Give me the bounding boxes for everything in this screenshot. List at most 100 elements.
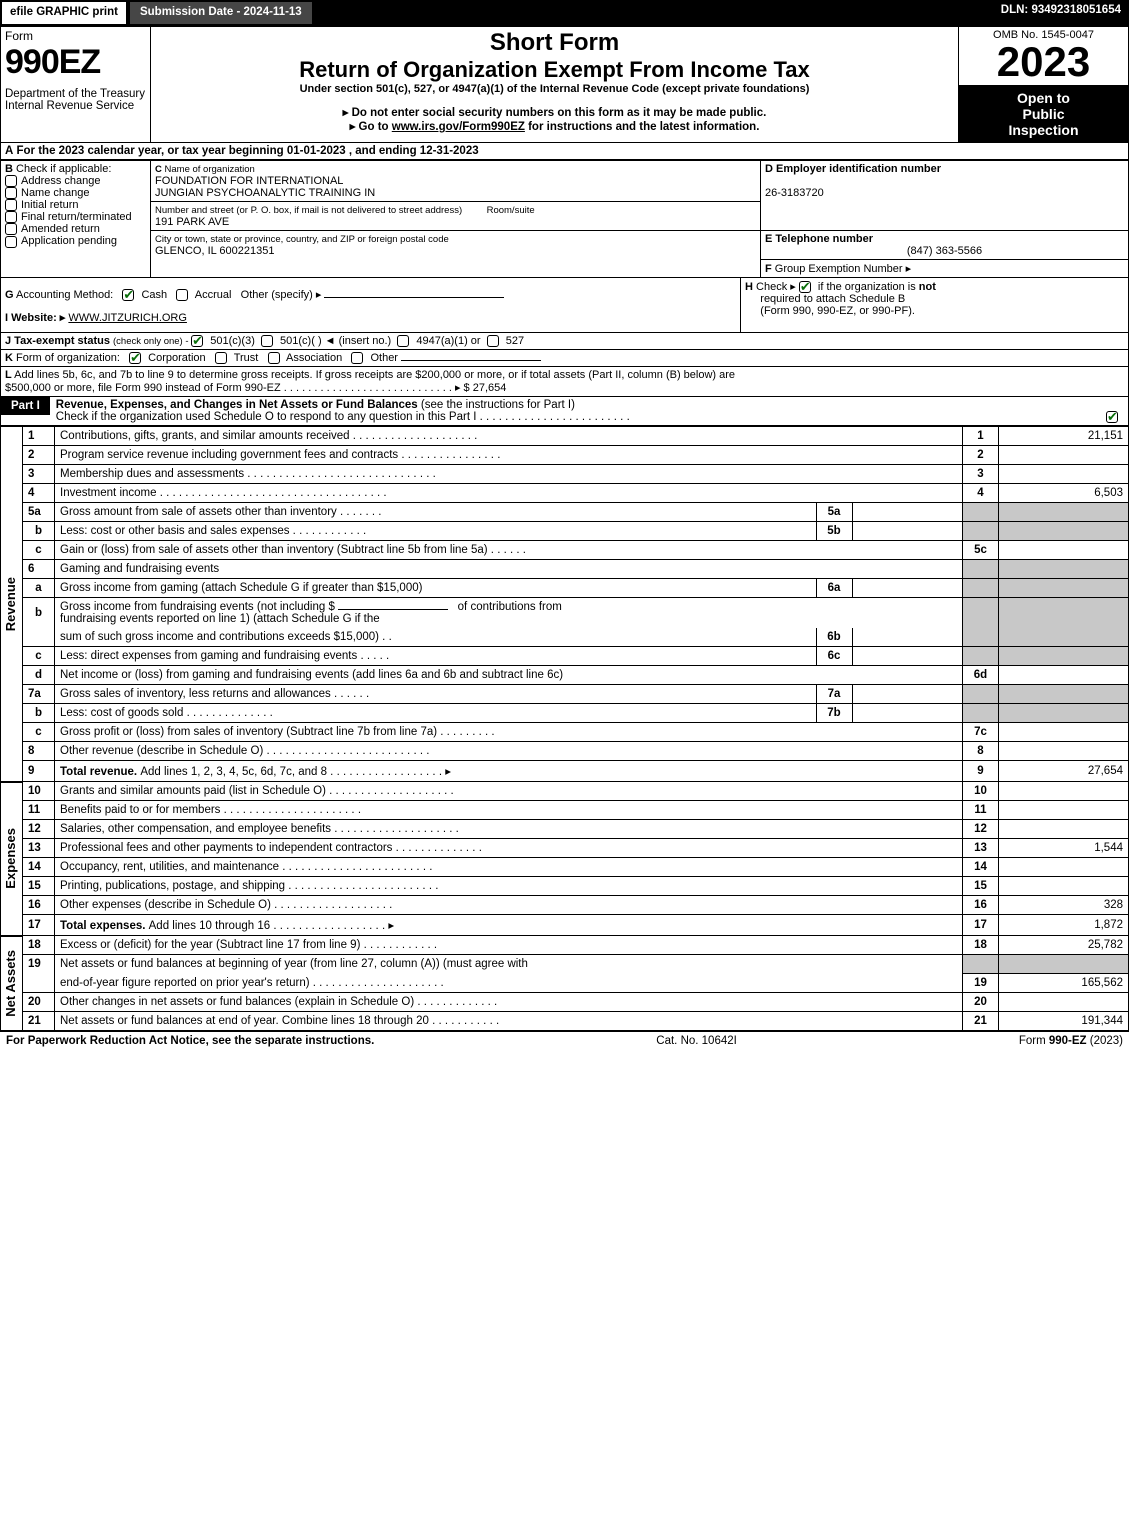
other-org-checkbox[interactable] [351,352,363,364]
no-ssn-warning: ▸ Do not enter social security numbers o… [155,105,954,119]
line-7a-ref [963,685,999,704]
revenue-section-label: Revenue [1,573,20,635]
j-label: J Tax-exempt status [5,335,110,347]
box-b-text: Check if applicable: [13,163,111,175]
line-5a-amt [999,503,1129,522]
line-15-amt [999,877,1129,896]
line-16-amt: 328 [999,896,1129,915]
form-number: 990EZ [5,43,146,82]
room-caption: Room/suite [487,205,535,216]
line-3-amt [999,465,1129,484]
line-19-amt: 165,562 [999,973,1129,992]
line-10-num: 10 [23,782,55,801]
527-checkbox[interactable] [487,335,499,347]
line-2-num: 2 [23,446,55,465]
line-6c-num: c [23,647,55,666]
trust-checkbox[interactable] [215,352,227,364]
line-21-desc: Net assets or fund balances at end of ye… [55,1011,963,1030]
line-3-num: 3 [23,465,55,484]
line-18-desc: Excess or (deficit) for the year (Subtra… [55,936,963,955]
irs-label: Internal Revenue Service [5,100,146,112]
l-label: L [5,369,12,381]
line-7a-amt [999,685,1129,704]
h-not: not [919,281,936,293]
h-text-pre: Check ▸ [756,281,799,293]
addr-change-checkbox[interactable] [5,175,17,187]
part-i-title2: (see the instructions for Part I) [421,399,575,411]
corp-checkbox[interactable] [129,352,141,364]
l-text1: Add lines 5b, 6c, and 7b to line 9 to de… [12,369,735,381]
irs-link[interactable]: www.irs.gov/Form990EZ [392,121,525,133]
line-a: A For the 2023 calendar year, or tax yea… [0,143,1129,160]
line-1-num: 1 [23,427,55,446]
website-link[interactable]: WWW.JITZURICH.ORG [68,312,187,324]
line-9-ref: 9 [963,761,999,782]
open-to-public-box: Open to Public Inspection [959,86,1128,142]
schedule-o-checkbox[interactable] [1106,411,1118,423]
501c3-label: 501(c)(3) [207,335,255,347]
final-return-checkbox[interactable] [5,211,17,223]
line-9-bold: Total revenue. [60,766,140,778]
line-19-num2 [23,973,55,992]
line-6a-ref [963,579,999,598]
line-9-amt: 27,654 [999,761,1129,782]
501c-checkbox[interactable] [261,335,273,347]
line-10-desc: Grants and similar amounts paid (list in… [55,782,963,801]
h-text-post: if the organization is [818,281,919,293]
line-l: L Add lines 5b, 6c, and 7b to line 9 to … [1,367,1129,397]
line-6-desc: Gaming and fundraising events [55,560,963,579]
4947-checkbox[interactable] [397,335,409,347]
line-6d-num: d [23,666,55,685]
app-pending-checkbox[interactable] [5,236,17,248]
line-2-amt [999,446,1129,465]
netassets-section-label: Net Assets [1,946,20,1021]
corp-label: Corporation [145,352,206,364]
schedule-b-checkbox[interactable] [799,281,811,293]
amended-return-checkbox[interactable] [5,223,17,235]
cash-checkbox[interactable] [122,289,134,301]
501c3-checkbox[interactable] [191,335,203,347]
line-10-ref: 10 [963,782,999,801]
line-3-desc: Membership dues and assessments . . . . … [55,465,963,484]
line-6b-minibox: 6b [816,628,852,646]
efile-print-label[interactable]: efile GRAPHIC print [0,0,128,26]
other-specify-input[interactable] [324,297,504,298]
phone-value: (847) 363-5566 [765,245,1124,257]
line-8-num: 8 [23,742,55,761]
line-6a-miniamt [852,579,962,597]
line-20-desc: Other changes in net assets or fund bala… [55,992,963,1011]
line-17-desc: Total expenses. Add lines 10 through 16 … [55,915,963,936]
line-6b-desc-row1: Gross income from fundraising events (no… [55,598,963,629]
goto-suffix: for instructions and the latest informat… [525,121,760,133]
line-3-ref: 3 [963,465,999,484]
line-4-num: 4 [23,484,55,503]
name-change-checkbox[interactable] [5,187,17,199]
initial-return-checkbox[interactable] [5,199,17,211]
line-11-num: 11 [23,801,55,820]
line-6b-blank[interactable] [338,609,448,610]
other-org-input[interactable] [401,360,541,361]
assoc-checkbox[interactable] [268,352,280,364]
line-6a-num: a [23,579,55,598]
return-title: Return of Organization Exempt From Incom… [155,57,954,83]
line-14-ref: 14 [963,858,999,877]
other-org-label: Other [367,352,398,364]
addr-change-label: Address change [21,175,101,187]
line-16-num: 16 [23,896,55,915]
line-6b-num: b [23,598,55,629]
line-14-desc: Occupancy, rent, utilities, and maintena… [55,858,963,877]
line-5a-desc: Gross amount from sale of assets other t… [55,503,816,521]
line-a-text: For the 2023 calendar year, or tax year … [13,145,478,157]
line-6-num: 6 [23,560,55,579]
line-6-amt [999,560,1129,579]
accrual-checkbox[interactable] [176,289,188,301]
footer-right-pre: Form [1019,1035,1049,1047]
line-4-amt: 6,503 [999,484,1129,503]
k-text: Form of organization: [13,352,120,364]
line-19-num: 19 [23,955,55,974]
form-label: Form [5,29,146,43]
line-11-ref: 11 [963,801,999,820]
line-6b-miniamt [852,628,962,646]
line-10-amt [999,782,1129,801]
line-8-desc: Other revenue (describe in Schedule O) .… [55,742,963,761]
